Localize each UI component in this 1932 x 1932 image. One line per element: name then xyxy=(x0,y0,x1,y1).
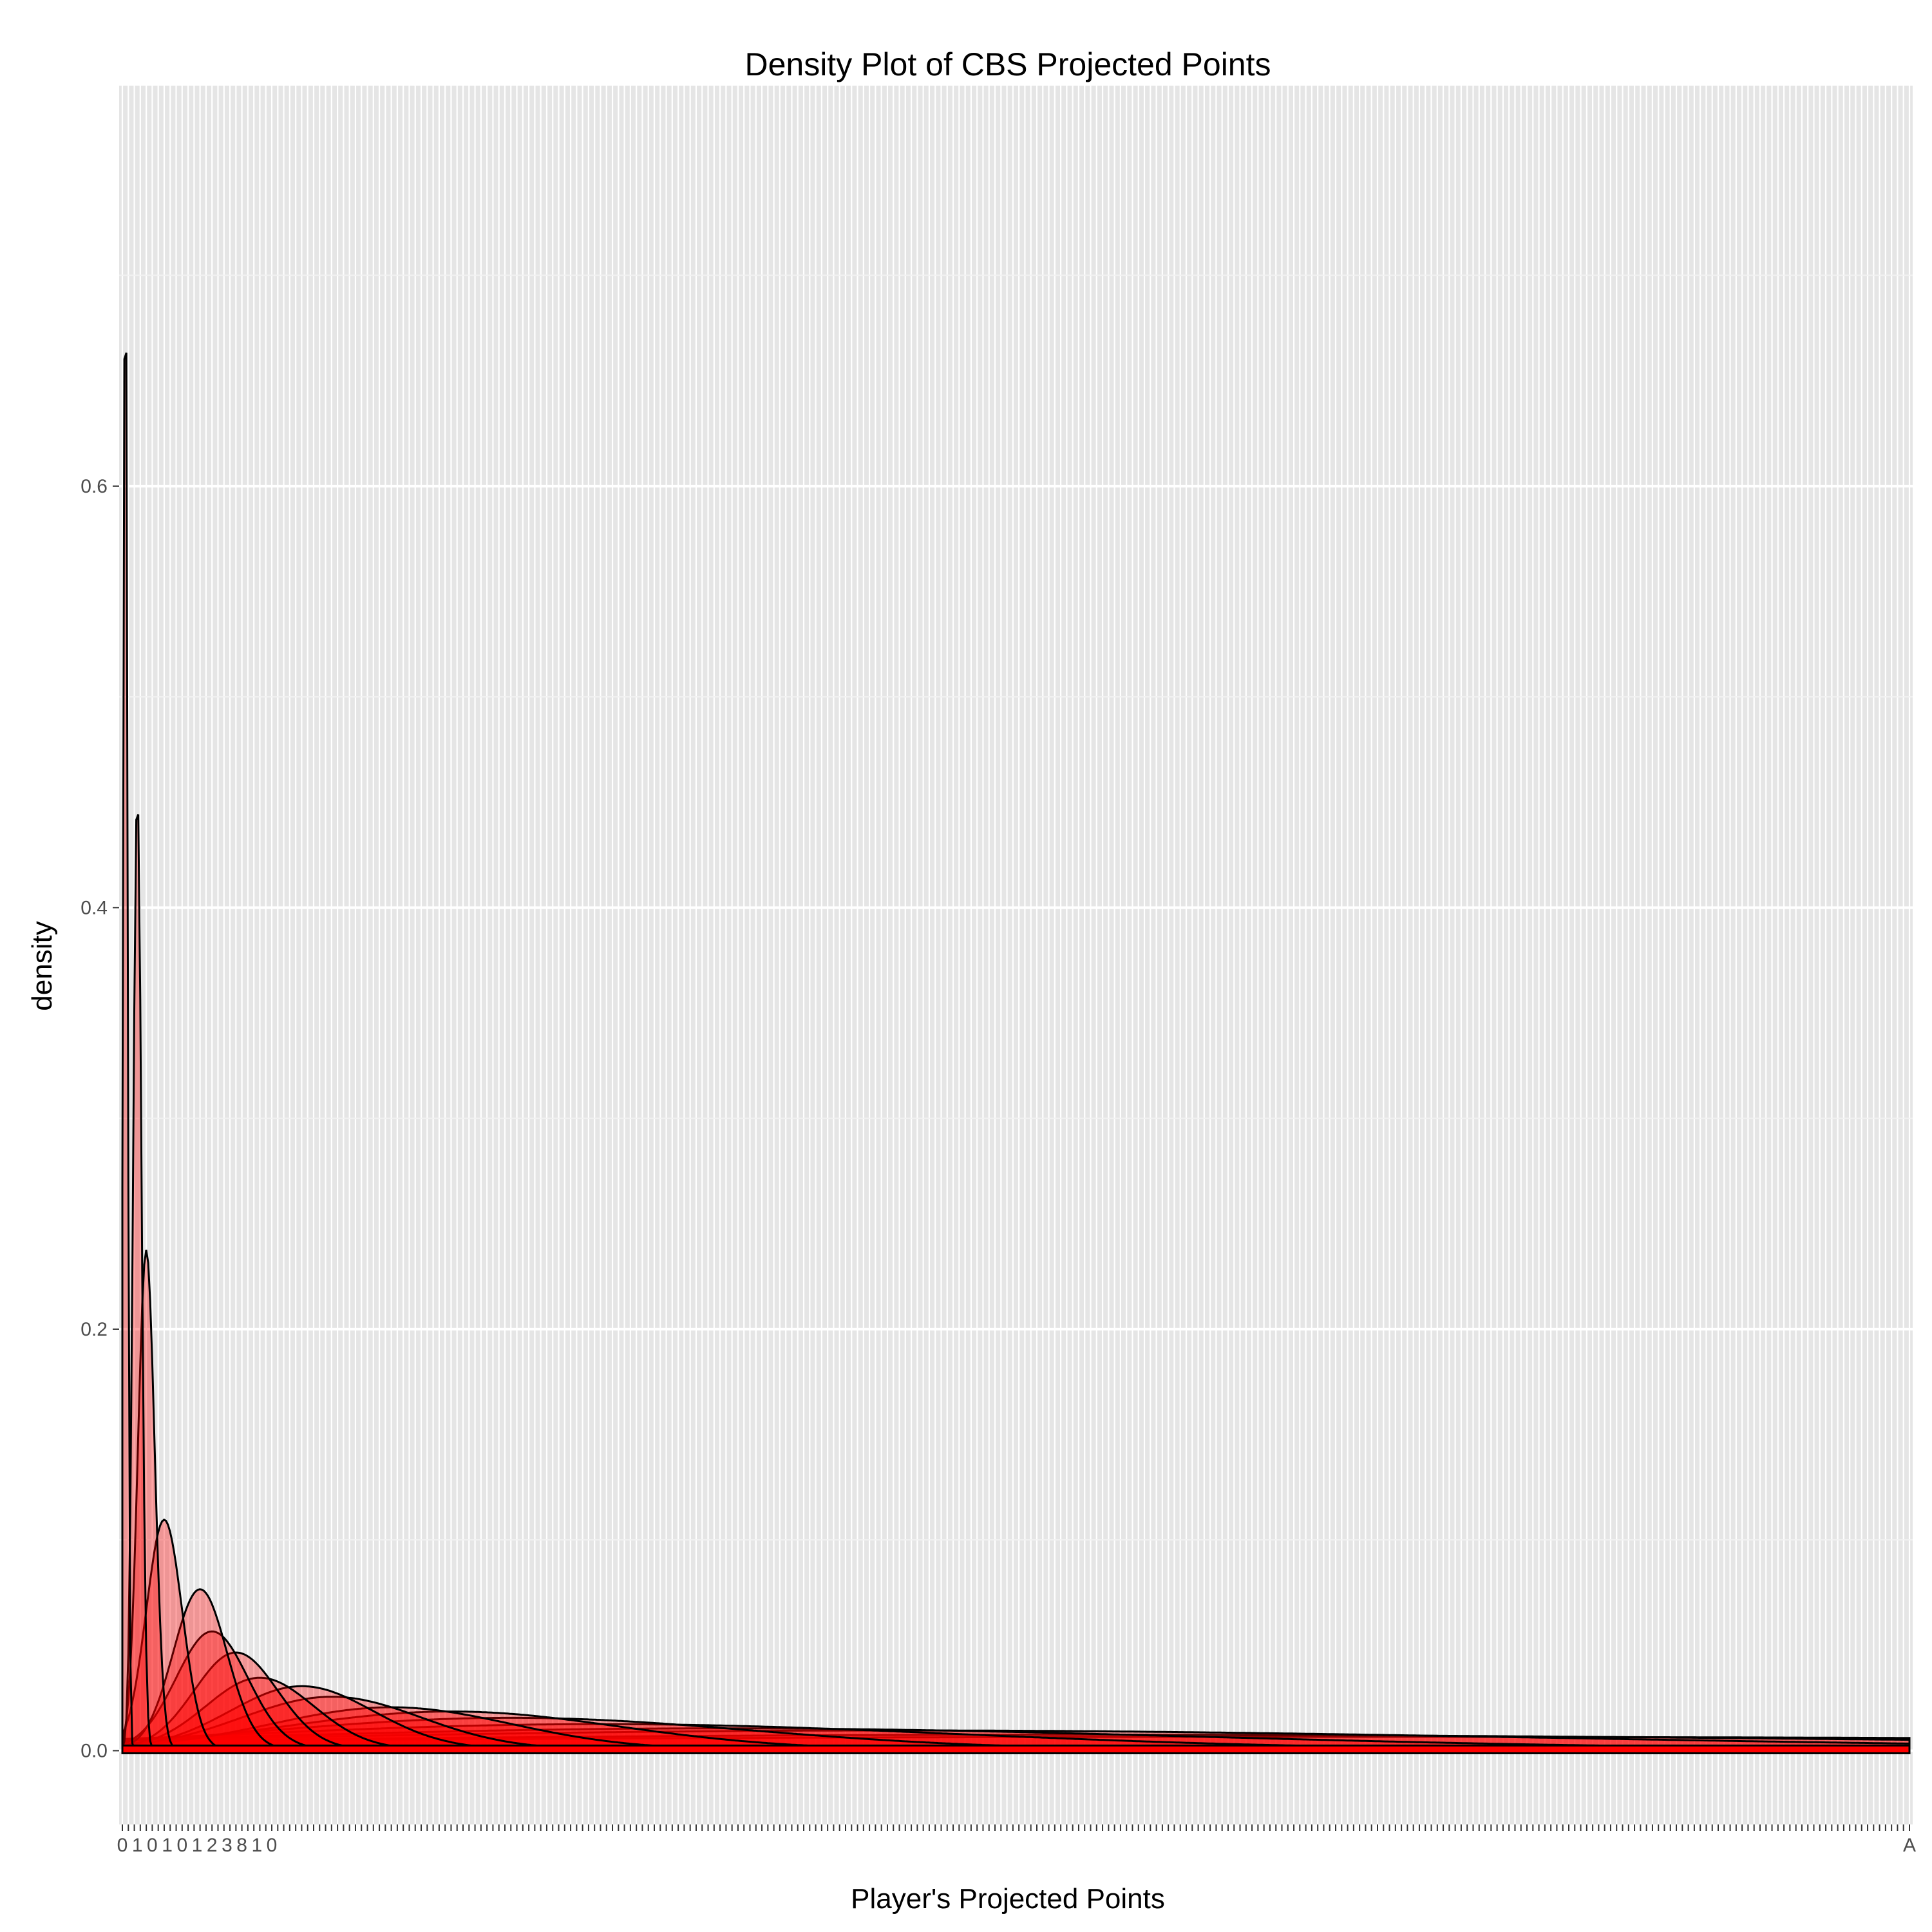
y-tick-label: 0.2 xyxy=(80,1319,108,1340)
y-tick-label: 0.4 xyxy=(80,897,108,918)
x-tick-label: 3 xyxy=(222,1835,232,1856)
y-axis-label: density xyxy=(26,921,58,1010)
x-tick-label: A xyxy=(1903,1835,1916,1856)
x-tick-label: 0 xyxy=(117,1835,128,1856)
y-tick-label: 0.0 xyxy=(80,1740,108,1761)
x-tick-label: 0 xyxy=(176,1835,187,1856)
y-axis-ticks: 0.0 0.2 0.4 0.6 xyxy=(80,476,119,1761)
plot-panel xyxy=(119,86,1913,1824)
density-baseline xyxy=(121,1744,1911,1754)
x-tick-label: 1 xyxy=(251,1835,262,1856)
x-axis-label: Player's Projected Points xyxy=(851,1883,1165,1915)
minor-gridlines xyxy=(121,86,1911,1824)
chart-title: Density Plot of CBS Projected Points xyxy=(744,46,1271,82)
x-tick-label: 2 xyxy=(207,1835,218,1856)
x-tick-label: 8 xyxy=(236,1835,247,1856)
x-tick-label: 0 xyxy=(147,1835,158,1856)
x-tick-label: 1 xyxy=(162,1835,173,1856)
x-tick-label: 1 xyxy=(132,1835,143,1856)
y-tick-label: 0.6 xyxy=(80,476,108,497)
density-curves xyxy=(121,352,1911,1754)
x-tick-label: 1 xyxy=(192,1835,203,1856)
x-tick-label: 0 xyxy=(267,1835,278,1856)
